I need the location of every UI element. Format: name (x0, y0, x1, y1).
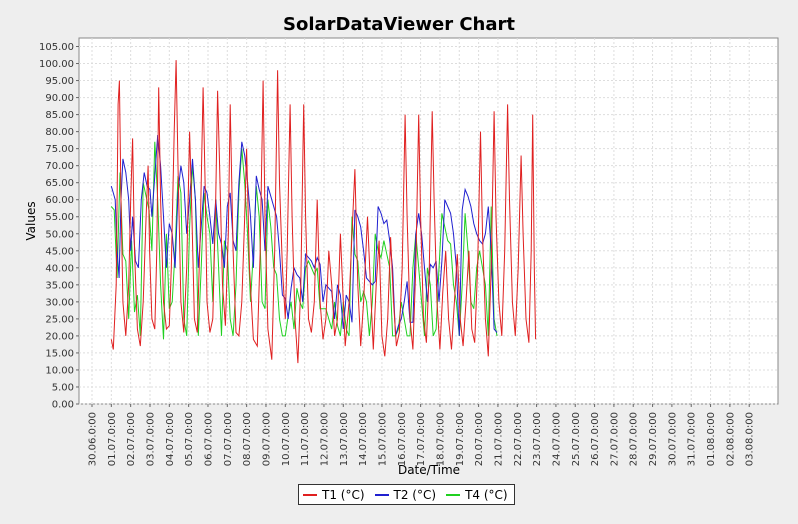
x-tick-label: 21.07.0:00 (493, 412, 504, 466)
series-layer (110, 60, 537, 364)
x-tick-label: 20.07.0:00 (474, 412, 485, 466)
y-tick-label: 85.00 (45, 110, 74, 121)
y-tick-label: 40.00 (45, 263, 74, 274)
y-tick-label: 15.00 (45, 348, 74, 359)
y-axis-label: Values (24, 201, 38, 240)
x-tick-label: 29.07.0:00 (648, 412, 659, 466)
y-tick-label: 10.00 (45, 365, 74, 376)
x-tick-label: 08.07.0:00 (242, 412, 253, 466)
x-tick-label: 09.07.0:00 (261, 412, 272, 466)
legend: T1 (°C) T2 (°C) T4 (°C) (298, 484, 515, 505)
series-line-t2 (110, 134, 498, 337)
y-tick-label: 80.00 (45, 127, 74, 138)
y-tick-label: 75.00 (45, 144, 74, 155)
legend-item-t2: T2 (°C) (374, 487, 437, 502)
x-tick-label: 24.07.0:00 (551, 412, 562, 466)
legend-item-t4: T4 (°C) (446, 488, 508, 502)
y-tick-label: 0.00 (52, 400, 74, 411)
y-tick-label: 70.00 (45, 161, 74, 172)
x-tick-label: 23.07.0:00 (532, 412, 543, 466)
x-axis: 30.06.0:00 01.07.0:00 02.07.0:00 03.07.0:00… (88, 404, 756, 466)
legend-swatch-t2 (374, 493, 389, 496)
x-tick-label: 27.07.0:00 (609, 412, 620, 466)
y-tick-label: 90.00 (45, 93, 74, 104)
x-tick-label: 31.07.0:00 (687, 412, 698, 466)
x-tick-label: 13.07.0:00 (339, 412, 350, 466)
x-tick-label: 11.07.0:00 (300, 412, 311, 466)
y-tick-label: 50.00 (45, 229, 74, 240)
y-tick-label: 35.00 (45, 280, 74, 291)
x-tick-label: 10.07.0:00 (281, 412, 292, 466)
y-tick-label: 25.00 (45, 314, 74, 325)
x-tick-label: 22.07.0:00 (513, 412, 524, 466)
x-tick-label: 01.08.0:00 (706, 412, 717, 466)
legend-swatch-t1 (303, 493, 317, 496)
x-axis-label: Date/Time (398, 463, 460, 477)
y-tick-label: 55.00 (45, 212, 74, 223)
x-tick-label: 12.07.0:00 (319, 412, 330, 466)
x-tick-label: 16.07.0:00 (397, 412, 408, 466)
x-tick-label: 30.06.0:00 (88, 412, 99, 466)
legend-label-t2: T2 (°C) (393, 487, 437, 502)
x-tick-label: 14.07.0:00 (358, 412, 369, 466)
chart-title: SolarDataViewer Chart (283, 14, 515, 35)
y-tick-label: 30.00 (45, 297, 74, 308)
legend-label-t1: T1 (°C) (322, 487, 365, 502)
x-tick-label: 05.07.0:00 (184, 412, 195, 466)
y-tick-label: 20.00 (45, 331, 74, 342)
series-line-t4 (110, 141, 498, 340)
x-tick-label: 25.07.0:00 (571, 412, 582, 466)
y-axis: 0.00 5.00 10.00 15.00 20.00 25.00 30.00 35.00 40… (39, 42, 79, 411)
y-tick-label: 95.00 (45, 76, 74, 87)
x-tick-label: 01.07.0:00 (107, 412, 118, 466)
y-tick-label: 45.00 (45, 246, 74, 257)
x-tick-label: 07.07.0:00 (223, 412, 234, 466)
x-tick-label: 06.07.0:00 (203, 412, 214, 466)
y-tick-label: 60.00 (45, 195, 74, 206)
x-tick-label: 18.07.0:00 (435, 412, 446, 466)
x-tick-label: 02.08.0:00 (725, 412, 736, 466)
x-tick-label: 26.07.0:00 (590, 412, 601, 466)
x-tick-label: 30.07.0:00 (667, 412, 678, 466)
legend-swatch-t4 (446, 493, 461, 496)
series-line-t1 (110, 60, 537, 364)
x-tick-label: 03.07.0:00 (145, 412, 156, 466)
plot-area (78, 37, 779, 405)
x-tick-label: 03.08.0:00 (745, 412, 756, 466)
y-tick-label: 5.00 (52, 382, 74, 393)
x-tick-label: 02.07.0:00 (126, 412, 137, 466)
x-tick-label: 19.07.0:00 (455, 412, 466, 466)
legend-label-t4: T4 (°C) (465, 487, 508, 502)
x-tick-label: 17.07.0:00 (416, 412, 427, 466)
y-tick-label: 65.00 (45, 178, 74, 189)
legend-item-t1: T1 (°C) (303, 488, 365, 502)
x-tick-label: 15.07.0:00 (377, 412, 388, 466)
y-tick-label: 105.00 (39, 42, 74, 53)
x-tick-label: 04.07.0:00 (165, 412, 176, 466)
x-tick-label: 28.07.0:00 (629, 412, 640, 466)
y-tick-label: 100.00 (39, 59, 74, 70)
